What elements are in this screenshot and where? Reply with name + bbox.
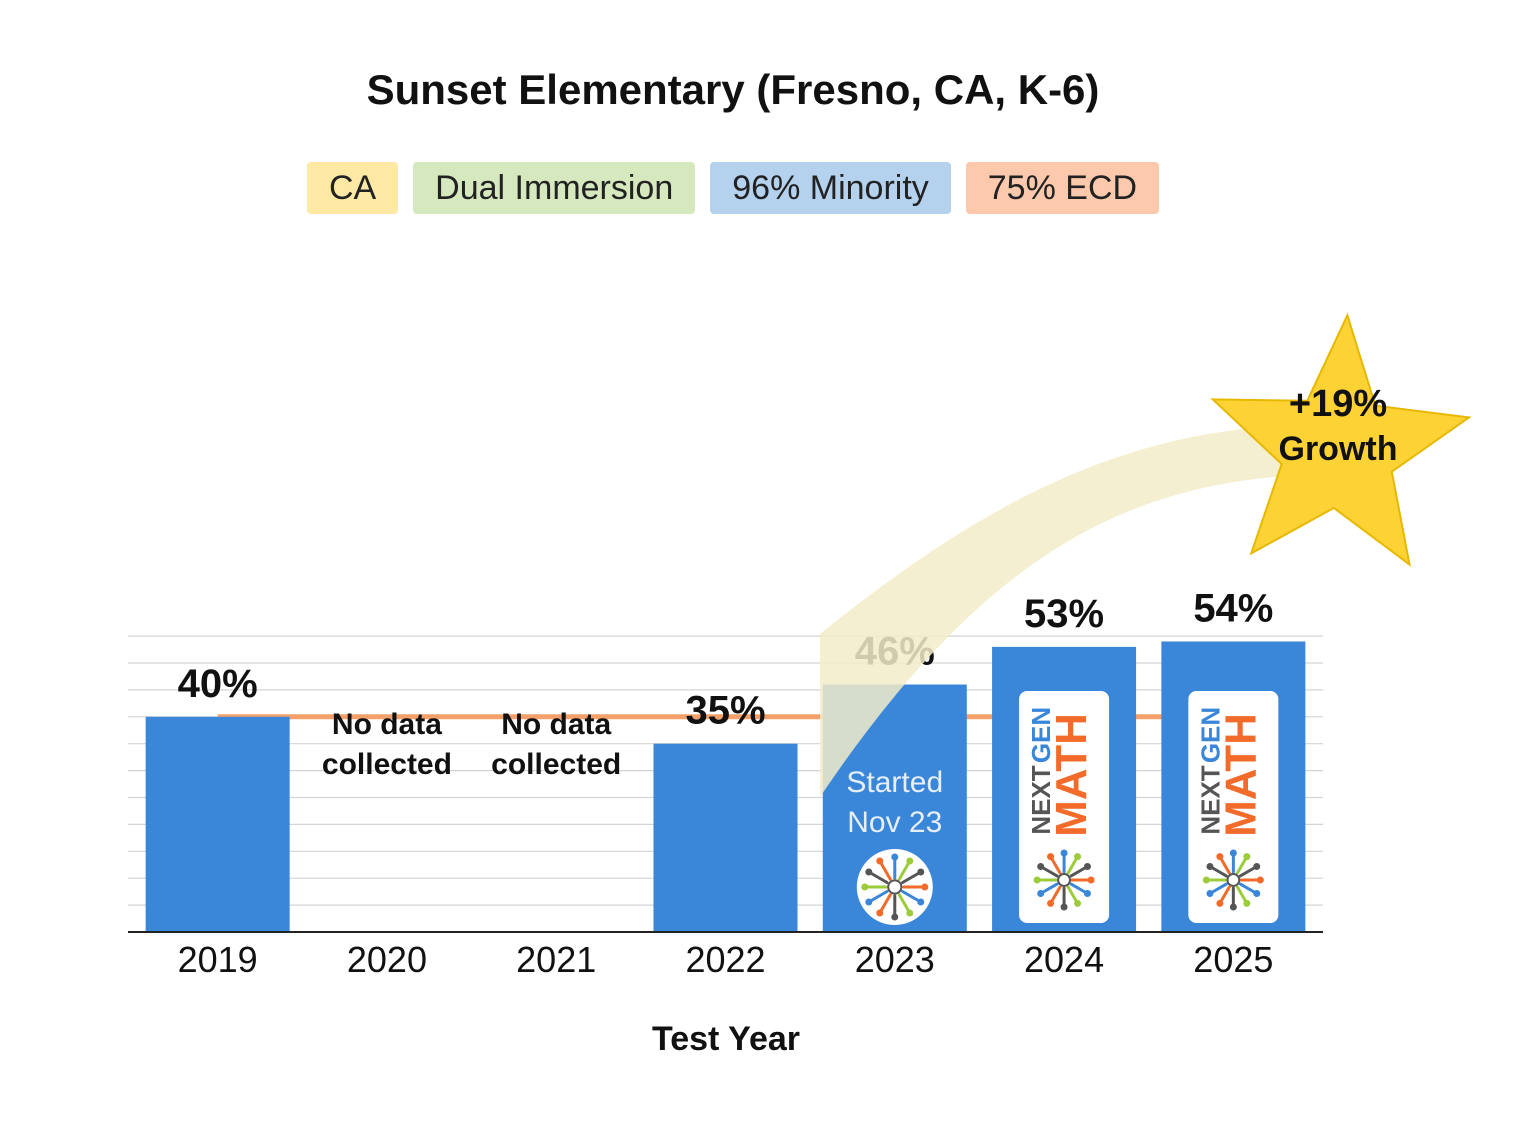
logo-text-next: NEXT xyxy=(1026,765,1056,834)
x-tick-label: 2023 xyxy=(855,939,935,980)
no-data-label: collected xyxy=(322,748,452,781)
logo-text-math: MATH xyxy=(1216,713,1265,837)
logo-text-math: MATH xyxy=(1047,713,1096,837)
growth-arc xyxy=(820,425,1300,797)
no-data-label: collected xyxy=(491,748,621,781)
growth-star-icon xyxy=(1210,312,1472,567)
x-tick-label: 2025 xyxy=(1193,939,1273,980)
no-data-label: No data xyxy=(332,708,442,741)
started-label: Nov 23 xyxy=(847,806,942,839)
started-label: Started xyxy=(846,766,943,799)
logo-text-gen: GEN xyxy=(1026,707,1056,763)
bar xyxy=(653,743,798,932)
x-tick-label: 2022 xyxy=(685,939,765,980)
x-tick-label: 2024 xyxy=(1024,939,1104,980)
data-label: 53% xyxy=(1024,592,1104,636)
data-label: 54% xyxy=(1193,586,1273,630)
data-label: 40% xyxy=(178,662,258,706)
tag-row: CA Dual Immersion 96% Minority 75% ECD xyxy=(0,162,1466,214)
data-label: 35% xyxy=(685,689,765,733)
flower-logo-icon xyxy=(861,853,929,921)
logo-text-gen: GEN xyxy=(1195,707,1225,763)
chart-title: Sunset Elementary (Fresno, CA, K-6) xyxy=(366,66,1100,113)
logo-text-next: NEXT xyxy=(1195,765,1225,834)
no-data-label: No data xyxy=(501,708,611,741)
tag-ecd: 75% ECD xyxy=(965,162,1160,214)
tag-state: CA xyxy=(306,162,399,214)
x-tick-label: 2020 xyxy=(347,939,427,980)
star-growth-label: Growth xyxy=(1279,430,1398,468)
flower-logo-icon xyxy=(1033,849,1095,911)
x-axis-title: Test Year xyxy=(651,1020,801,1058)
flower-logo-icon xyxy=(1202,849,1264,911)
tag-program: Dual Immersion xyxy=(413,162,696,214)
x-tick-label: 2019 xyxy=(178,939,258,980)
tag-minority: 96% Minority xyxy=(710,162,951,214)
bar xyxy=(145,716,290,932)
star-growth-value: +19% xyxy=(1289,383,1387,425)
x-tick-label: 2021 xyxy=(516,939,596,980)
